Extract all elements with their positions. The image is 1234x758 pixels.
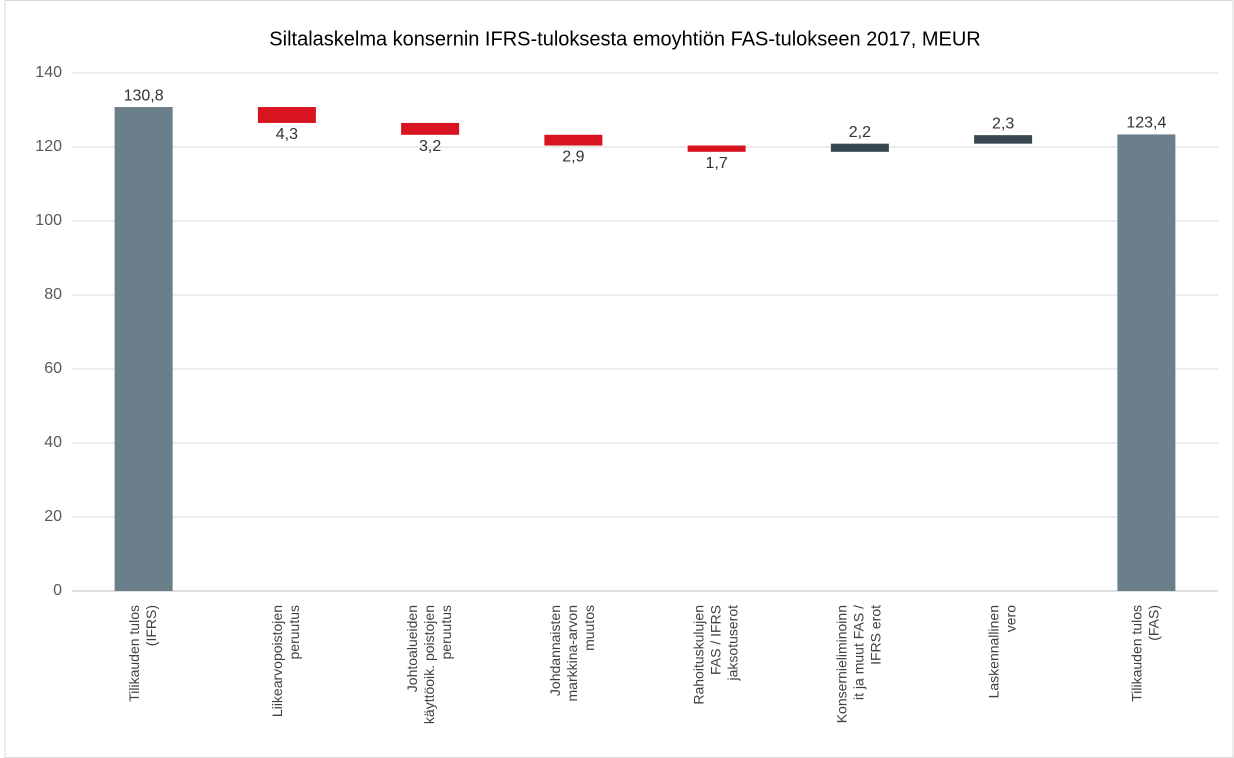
data-label: 2,2 — [849, 124, 871, 141]
data-label: 3,2 — [419, 138, 441, 155]
x-tick-label: markkina-arvon — [564, 605, 580, 701]
bar — [830, 143, 889, 152]
x-tick-label: Johdannaisten — [547, 605, 563, 696]
x-tick-label: Tilikauden tulos — [126, 605, 142, 702]
x-tick-label: FAS / IFRS — [707, 605, 723, 675]
y-tick-label: 20 — [44, 508, 62, 525]
x-tick-label: jaksotuserot — [724, 605, 740, 682]
data-label: 4,3 — [276, 126, 298, 143]
x-tick-label: IFRS erot — [868, 605, 884, 665]
x-tick-label-group: Johdannaisten markkina-arvon muutos — [547, 605, 597, 701]
x-tick-label: Laskennallinen — [985, 605, 1001, 698]
bar — [401, 122, 460, 135]
y-tick-label: 40 — [44, 434, 62, 451]
data-label: 2,3 — [992, 115, 1014, 132]
x-tick-label-group: Johtoalueiden käyttöoik. poistojen peruutu… — [404, 605, 454, 724]
x-tick-label-group: Liikearvopoistojen peruutus — [269, 605, 302, 717]
bar — [114, 107, 173, 591]
data-label: 2,9 — [562, 149, 584, 166]
frame — [4, 0, 1234, 758]
x-tick-label: Liikearvopoistojen — [269, 605, 285, 717]
x-tick-label: vero — [1002, 605, 1018, 632]
bar — [687, 145, 746, 152]
y-tick-label: 140 — [35, 64, 62, 81]
bar — [257, 107, 316, 123]
x-tick-label: peruutus — [286, 605, 302, 659]
x-tick-label: (FAS) — [1146, 605, 1162, 641]
x-tick-label: Johtoalueiden — [404, 605, 420, 692]
x-tick-label: peruutus — [438, 605, 454, 659]
x-tick-label: muutos — [581, 605, 597, 651]
y-tick-label: 80 — [44, 286, 62, 303]
chart-title: Siltalaskelma konsernin IFRS-tuloksesta … — [269, 28, 980, 50]
y-tick-label: 0 — [53, 582, 62, 599]
x-tick-label: it ja muut FAS / — [851, 605, 867, 700]
bar — [544, 134, 603, 146]
data-label: 123,4 — [1126, 115, 1166, 132]
y-tick-label: 60 — [44, 360, 62, 377]
x-tick-label: Konsernieliminoinn — [834, 605, 850, 723]
x-tick-label: Rahoituskulujen — [690, 605, 706, 705]
x-tick-label-group: Rahoituskulujen FAS / IFRS jaksotuserot — [690, 605, 740, 705]
data-label: 130,8 — [124, 87, 164, 104]
bar — [1117, 134, 1176, 592]
y-tick-label: 100 — [35, 212, 62, 229]
x-tick-label: käyttöoik. poistojen — [421, 605, 437, 724]
x-tick-label-group: Laskennallinen vero — [985, 605, 1018, 699]
x-tick-label: (IFRS) — [143, 605, 159, 646]
data-label: 1,7 — [706, 155, 728, 172]
y-tick-label: 120 — [35, 138, 62, 155]
x-tick-label: Tilikauden tulos — [1129, 605, 1145, 702]
x-tick-label-group: Konsernieliminoinn it ja muut FAS / IFRS e… — [834, 605, 884, 723]
x-tick-label-group: Tilikauden tulos (IFRS) — [126, 605, 159, 702]
x-tick-label-group: Tilikauden tulos (FAS) — [1129, 605, 1162, 702]
bar — [974, 135, 1033, 144]
